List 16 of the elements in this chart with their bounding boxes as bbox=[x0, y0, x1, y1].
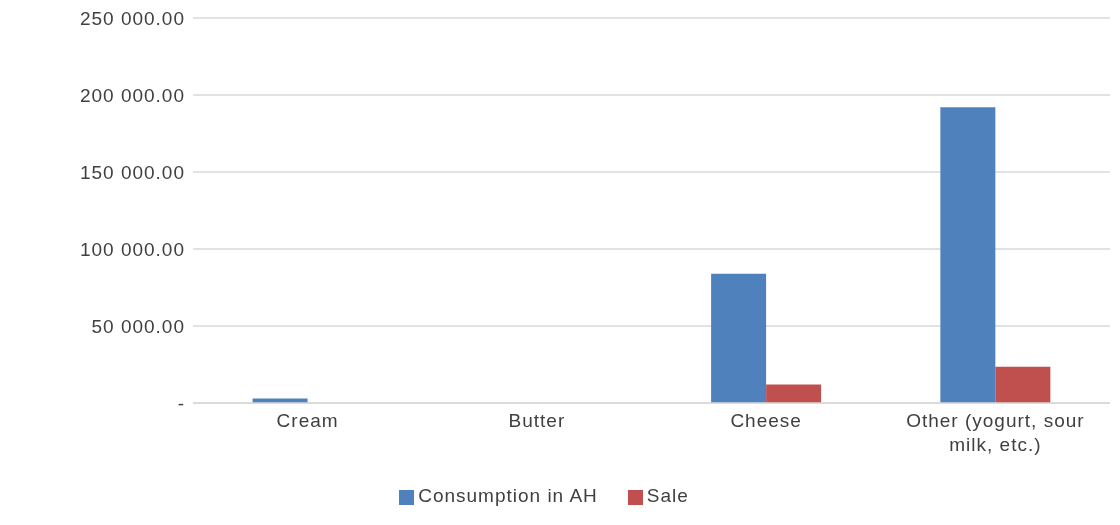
bar bbox=[711, 273, 767, 403]
y-tick-label: 250 000.00 bbox=[79, 7, 185, 29]
bar bbox=[940, 107, 996, 403]
y-tick-label: 200 000.00 bbox=[79, 84, 185, 106]
x-tick-label: Other (yogurt, sour milk, etc.) bbox=[906, 410, 1085, 455]
x-tick-label: Butter bbox=[508, 410, 566, 431]
legend-label: Consumption in AH bbox=[418, 485, 598, 506]
x-tick-label: Cream bbox=[276, 410, 339, 431]
y-tick-label: - bbox=[177, 392, 185, 414]
bar bbox=[995, 366, 1051, 403]
y-tick-label: 100 000.00 bbox=[79, 238, 185, 260]
legend-label: Sale bbox=[646, 485, 689, 506]
bar bbox=[766, 384, 822, 403]
y-tick-label: 50 000.00 bbox=[91, 315, 185, 337]
y-tick-label: 150 000.00 bbox=[79, 161, 185, 183]
x-tick-label: Cheese bbox=[730, 410, 802, 431]
